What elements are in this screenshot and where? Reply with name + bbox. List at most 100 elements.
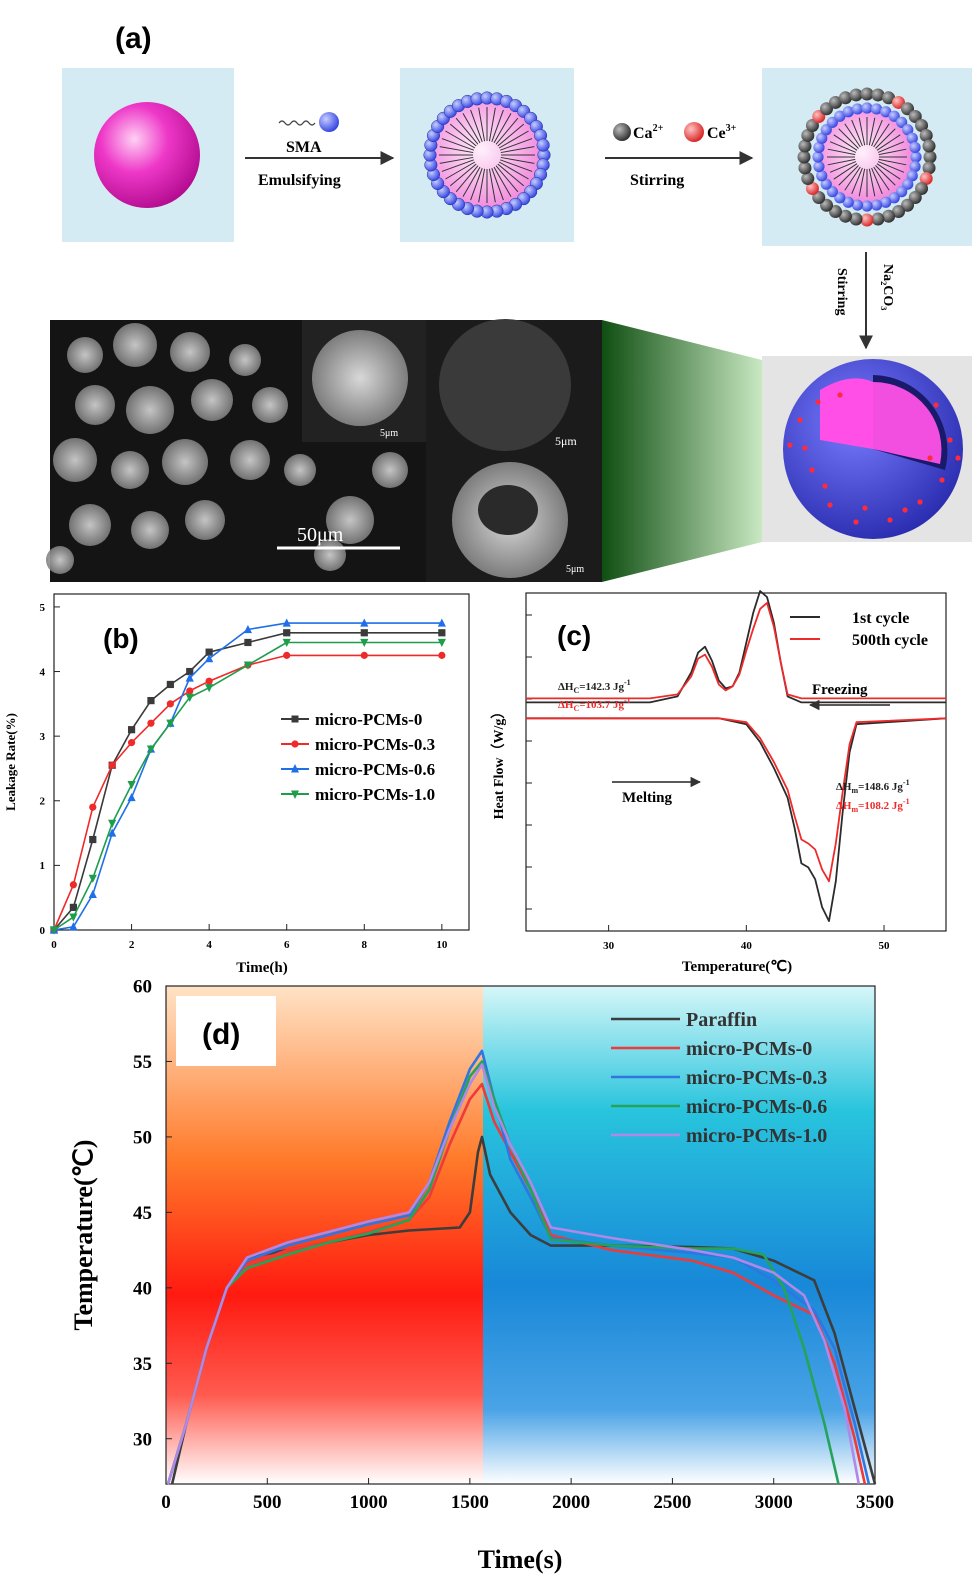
sem-particle xyxy=(372,452,408,488)
x-tick-label: 3500 xyxy=(856,1492,894,1513)
legend-b-label-micro-pcms-0-6: micro-PCMs-0.6 xyxy=(315,760,435,779)
stirring-label-2: Stirring xyxy=(834,268,849,315)
ce-dot xyxy=(853,519,858,524)
dh-m-1st: ΔHm=148.6 Jg-1 xyxy=(836,778,910,795)
emulsifying-label: Emulsifying xyxy=(258,172,341,189)
legend-d-label-micro-pcms-0-6: micro-PCMs-0.6 xyxy=(686,1096,827,1118)
ce-dot xyxy=(939,477,944,482)
y-tick-label: 1 xyxy=(40,860,46,872)
sem-particle xyxy=(111,451,149,489)
series-micro-pcms-1-0-point xyxy=(127,781,135,789)
series-micro-pcms-0-3-point xyxy=(283,652,290,659)
panel-b-label: (b) xyxy=(103,623,139,654)
sem-particle xyxy=(131,511,169,549)
series-micro-pcms-1-0-point xyxy=(205,684,213,692)
sem-inset-1-scale: 5μm xyxy=(380,428,398,439)
sem-inset-2-particle xyxy=(439,319,571,451)
x-tick-label: 10 xyxy=(436,939,448,951)
ce-dot xyxy=(797,417,802,422)
series-micro-pcms-1-0-point xyxy=(69,913,77,921)
y-tick-label: 50 xyxy=(133,1128,152,1149)
series-micro-pcms-0-point xyxy=(167,681,174,688)
series-micro-pcms-0-3-point xyxy=(128,739,135,746)
series-micro-pcms-0-point xyxy=(283,629,290,636)
x-tick-label: 3000 xyxy=(755,1492,793,1513)
series-micro-pcms-0-6-point xyxy=(89,890,97,898)
sem-particle xyxy=(126,386,174,434)
mineral-head xyxy=(812,151,823,162)
y-tick-label: 0 xyxy=(40,925,46,937)
x-tick-label: 1500 xyxy=(451,1492,489,1513)
sem-particle xyxy=(53,438,97,482)
ce-dot xyxy=(947,437,952,442)
panel-a-label: (a) xyxy=(115,22,152,55)
ce-dot xyxy=(802,445,807,450)
ce-dot xyxy=(927,455,932,460)
y-tick-label: 60 xyxy=(133,977,152,998)
panel-b: (b) 0 2 4 6 8 10 0 1 2 3 4 5 Time(h) Leakage Rate(%… xyxy=(3,594,469,976)
series-micro-pcms-0-3-point xyxy=(109,762,116,769)
sem-particle xyxy=(252,387,288,423)
legend-c-label-500th-cycle: 500th cycle xyxy=(852,632,928,649)
y-tick-label: 35 xyxy=(133,1354,152,1375)
series-micro-pcms-0-point xyxy=(438,629,445,636)
sem-inset-1-particle xyxy=(312,330,408,426)
panel-c-ylabel: Heat Flow（W/g） xyxy=(491,705,507,820)
step2-arrow-group: Ca2+ Ce3+ Stirring xyxy=(605,122,752,189)
final-microcapsule xyxy=(783,359,963,539)
stirring-label-1: Stirring xyxy=(630,172,684,189)
sma-head-icon xyxy=(319,112,339,132)
x-tick-label: 0 xyxy=(51,939,57,951)
melting-label: Melting xyxy=(622,790,672,806)
legend-c-label-1st-cycle: 1st cycle xyxy=(852,610,909,627)
panel-c-xlabel: Temperature(℃) xyxy=(682,959,792,975)
legend-d-label-paraffin: Paraffin xyxy=(686,1009,757,1031)
freezing-label: Freezing xyxy=(812,682,868,698)
sem-inset-2-scale: 5μm xyxy=(555,434,577,448)
y-tick-label: 30 xyxy=(133,1429,152,1450)
x-tick-label: 50 xyxy=(879,940,891,952)
surfactant-head xyxy=(537,139,550,152)
panel-b-ylabel: Leakage Rate(%) xyxy=(3,713,18,811)
ce-dot xyxy=(887,517,892,522)
panel-c-label: (c) xyxy=(557,620,591,651)
sem-particle xyxy=(284,454,316,486)
panel-d-xlabel: Time(s) xyxy=(478,1545,563,1574)
x-tick-label: 6 xyxy=(284,939,290,951)
series-micro-pcms-0-3-point xyxy=(70,881,77,888)
dh-m-500th: ΔHm=108.2 Jg-1 xyxy=(836,797,910,814)
series-micro-pcms-0-point xyxy=(147,697,154,704)
legend-b-marker xyxy=(291,740,298,747)
series-micro-pcms-0-3-point xyxy=(361,652,368,659)
legend-d-label-micro-pcms-1-0: micro-PCMs-1.0 xyxy=(686,1125,827,1147)
sem-particle xyxy=(113,323,157,367)
zoom-connector xyxy=(602,320,762,582)
sem-particle xyxy=(191,379,233,421)
series-micro-pcms-0-line xyxy=(54,633,442,930)
step3-arrow-group: Na₂CO₃ Stirring xyxy=(834,252,895,348)
y-tick-label: 40 xyxy=(133,1278,152,1299)
x-tick-label: 8 xyxy=(362,939,368,951)
y-tick-label: 4 xyxy=(40,666,46,678)
x-tick-label: 2 xyxy=(129,939,135,951)
legend-b-label-micro-pcms-0: micro-PCMs-0 xyxy=(315,710,422,729)
legend-b-label-micro-pcms-1-0: micro-PCMs-1.0 xyxy=(315,785,435,804)
ca-ion-label: Ca2+ xyxy=(633,123,664,142)
ce-dot xyxy=(902,507,907,512)
sem-particle xyxy=(75,385,115,425)
series-micro-pcms-0-6-point xyxy=(127,793,135,801)
series-micro-pcms-0-point xyxy=(361,629,368,636)
sem-particle xyxy=(67,337,103,373)
series-micro-pcms-0-point xyxy=(128,726,135,733)
sem-particle xyxy=(69,504,111,546)
sem-particle xyxy=(230,440,270,480)
x-tick-label: 40 xyxy=(741,940,753,952)
x-tick-label: 30 xyxy=(603,940,615,952)
sem-particle xyxy=(229,344,261,376)
ce-dot xyxy=(787,442,792,447)
panel-b-xlabel: Time(h) xyxy=(236,960,287,976)
series-micro-pcms-0-3-point xyxy=(186,687,193,694)
sem-inset-3-cavity xyxy=(478,485,538,535)
